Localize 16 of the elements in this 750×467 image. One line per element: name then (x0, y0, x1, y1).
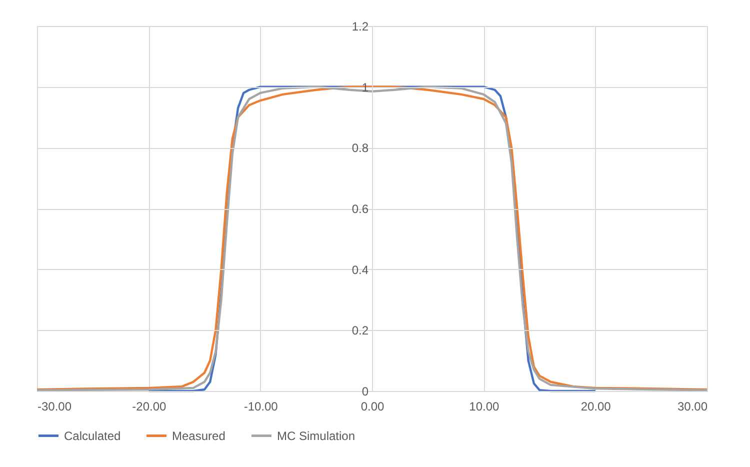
legend-label: Measured (172, 428, 226, 443)
y-tick-label: 1.2 (352, 20, 369, 34)
x-tick-label: -30.00 (38, 400, 72, 414)
y-tick-label: 0.2 (352, 324, 369, 338)
y-tick-label: 0.4 (352, 262, 369, 277)
x-tick-label: 20.00 (580, 400, 612, 414)
legend-label: MC Simulation (277, 428, 356, 443)
legend-label: Calculated (64, 428, 121, 443)
y-tick-label: 0.6 (352, 202, 369, 216)
y-tick-label: 0 (362, 384, 369, 398)
y-tick-label: 0.8 (352, 141, 369, 156)
x-tick-label: -10.00 (244, 400, 278, 414)
x-tick-label: 0.00 (360, 400, 384, 414)
x-tick-label: 10.00 (469, 400, 500, 414)
x-tick-label: 30.00 (677, 400, 708, 414)
x-tick-label: -20.00 (132, 400, 167, 414)
